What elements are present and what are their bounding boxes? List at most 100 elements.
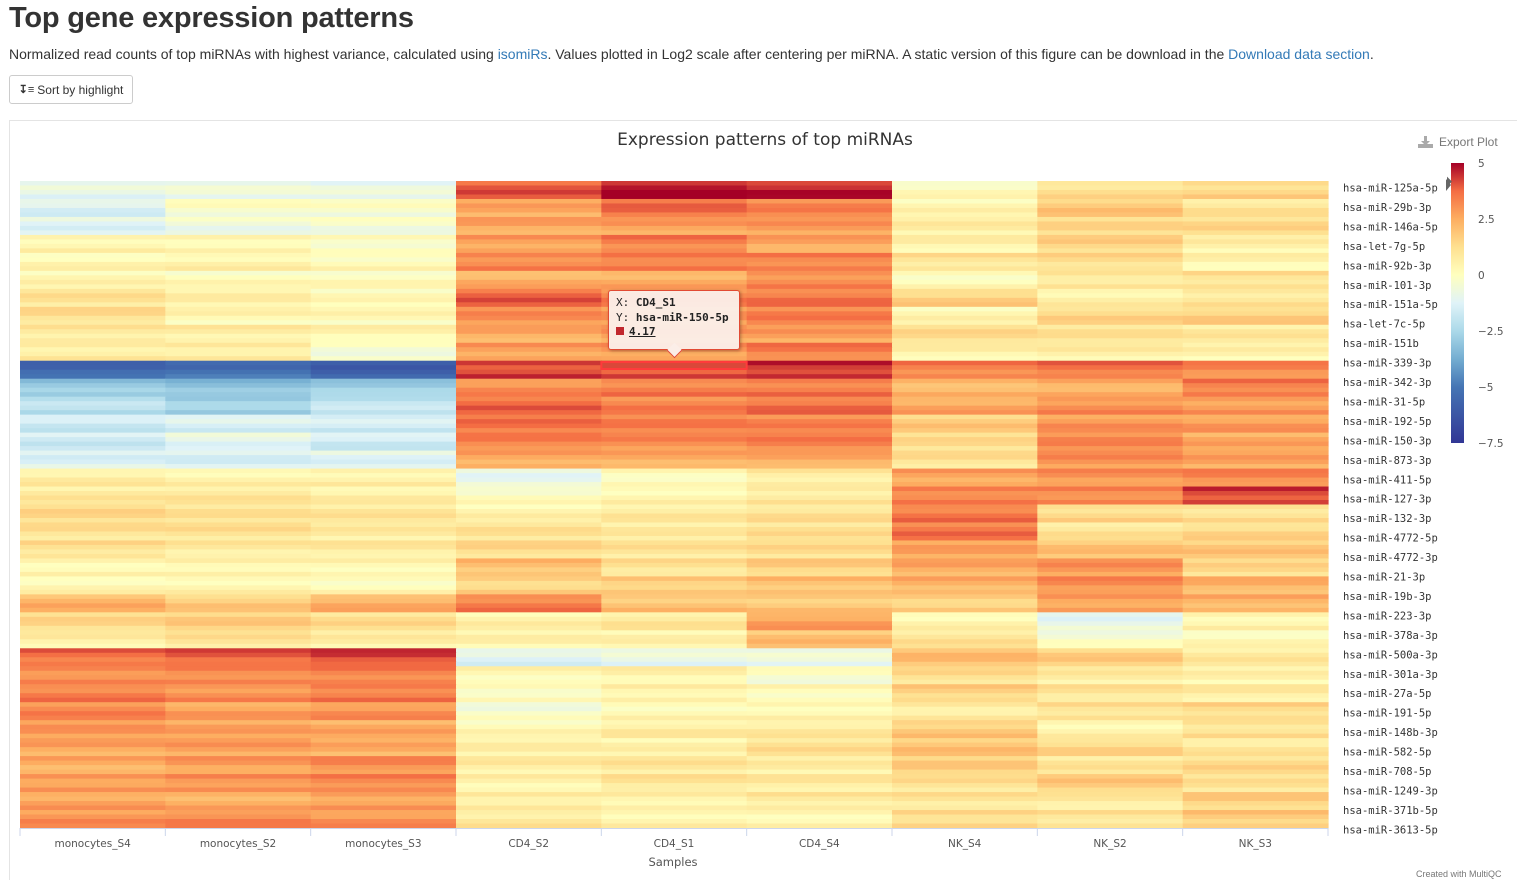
heatmap-cell[interactable] (1037, 446, 1184, 452)
heatmap-cell[interactable] (165, 720, 312, 726)
heatmap-cell[interactable] (165, 513, 312, 519)
heatmap-cell[interactable] (456, 302, 602, 308)
heatmap-cell[interactable] (20, 517, 166, 524)
heatmap-cell[interactable] (310, 783, 457, 789)
heatmap-cell[interactable] (746, 594, 893, 600)
heatmap-cell[interactable] (746, 778, 893, 784)
heatmap-cell[interactable] (310, 625, 457, 631)
heatmap-cell[interactable] (20, 356, 166, 362)
heatmap-cell[interactable] (746, 225, 893, 232)
heatmap-cell[interactable] (746, 603, 893, 609)
heatmap-cell[interactable] (456, 535, 602, 542)
heatmap-cell[interactable] (746, 679, 893, 685)
heatmap-cell[interactable] (1182, 508, 1329, 515)
heatmap-cell[interactable] (310, 607, 457, 613)
heatmap-cell[interactable] (601, 216, 748, 223)
heatmap-cell[interactable] (456, 248, 602, 254)
heatmap-cell[interactable] (892, 603, 1038, 609)
heatmap-cell[interactable] (1182, 432, 1329, 438)
heatmap-cell[interactable] (310, 248, 457, 254)
heatmap-cell[interactable] (456, 517, 602, 524)
heatmap-cell[interactable] (310, 688, 457, 694)
heatmap-cell[interactable] (1182, 580, 1329, 586)
heatmap-cell[interactable] (746, 234, 893, 241)
heatmap-cell[interactable] (746, 302, 893, 308)
heatmap-cell[interactable] (746, 553, 893, 560)
heatmap-cell[interactable] (892, 441, 1038, 447)
heatmap-cell[interactable] (601, 652, 748, 658)
heatmap-cell[interactable] (1182, 288, 1329, 294)
heatmap-cell[interactable] (1037, 675, 1184, 681)
heatmap-cell[interactable] (165, 279, 312, 285)
heatmap-cell[interactable] (456, 702, 602, 708)
heatmap-cell[interactable] (20, 679, 166, 685)
heatmap-cell[interactable] (20, 212, 166, 218)
heatmap-cell[interactable] (456, 513, 602, 519)
heatmap-cell[interactable] (165, 243, 312, 249)
heatmap-cell[interactable] (20, 585, 166, 591)
heatmap-cell[interactable] (310, 194, 457, 200)
heatmap-cell[interactable] (165, 585, 312, 591)
heatmap-cell[interactable] (892, 621, 1038, 627)
heatmap-cell[interactable] (20, 684, 166, 690)
heatmap-cell[interactable] (1037, 261, 1184, 267)
heatmap-cell[interactable] (601, 616, 748, 622)
heatmap-cell[interactable] (601, 580, 748, 586)
heatmap-cell[interactable] (892, 302, 1038, 308)
heatmap-cell[interactable] (310, 297, 457, 303)
heatmap-cell[interactable] (892, 234, 1038, 241)
heatmap-cell[interactable] (456, 486, 602, 492)
heatmap-cell[interactable] (310, 288, 457, 294)
heatmap-cell[interactable] (892, 796, 1038, 802)
heatmap-cell[interactable] (746, 697, 893, 703)
heatmap-cell[interactable] (892, 297, 1038, 303)
heatmap-cell[interactable] (1182, 441, 1329, 447)
heatmap-cell[interactable] (165, 284, 312, 290)
heatmap-cell[interactable] (1182, 738, 1329, 744)
heatmap-cell[interactable] (456, 765, 602, 771)
heatmap-cell[interactable] (1182, 356, 1329, 362)
heatmap-cell[interactable] (456, 571, 602, 577)
heatmap-cell[interactable] (456, 198, 602, 205)
heatmap-cell[interactable] (1037, 531, 1184, 537)
heatmap-cell[interactable] (601, 693, 748, 699)
heatmap-cell[interactable] (165, 805, 312, 811)
heatmap-cell[interactable] (310, 504, 457, 510)
heatmap-cell[interactable] (165, 684, 312, 690)
heatmap-cell[interactable] (1182, 338, 1329, 344)
heatmap-cell[interactable] (1182, 517, 1329, 524)
heatmap-cell[interactable] (165, 306, 312, 312)
heatmap-cell[interactable] (746, 468, 893, 474)
heatmap-cell[interactable] (165, 774, 312, 780)
heatmap-cell[interactable] (165, 396, 312, 402)
heatmap-cell[interactable] (456, 203, 602, 209)
heatmap-cell[interactable] (1182, 320, 1329, 326)
heatmap-cell[interactable] (20, 594, 166, 600)
download-data-link[interactable]: Download data section (1228, 46, 1370, 62)
heatmap-cell[interactable] (20, 810, 166, 816)
heatmap-cell[interactable] (165, 225, 312, 232)
heatmap-cell[interactable] (165, 302, 312, 308)
heatmap-cell[interactable] (1037, 522, 1184, 528)
heatmap-cell[interactable] (310, 374, 457, 380)
heatmap-cell[interactable] (1182, 414, 1329, 420)
heatmap-cell[interactable] (601, 230, 748, 236)
heatmap-cell[interactable] (892, 729, 1038, 735)
heatmap-cell[interactable] (165, 742, 312, 748)
heatmap-cell[interactable] (165, 401, 312, 407)
heatmap-cell[interactable] (310, 185, 457, 191)
heatmap-cell[interactable] (601, 558, 748, 564)
heatmap-cell[interactable] (165, 338, 312, 344)
heatmap-cell[interactable] (165, 437, 312, 443)
heatmap-cell[interactable] (165, 374, 312, 380)
heatmap-cell[interactable] (892, 401, 1038, 407)
heatmap-cell[interactable] (1037, 670, 1184, 676)
heatmap-cell[interactable] (892, 194, 1038, 200)
heatmap-cell[interactable] (165, 670, 312, 676)
heatmap-cell[interactable] (1037, 464, 1184, 470)
heatmap-cell[interactable] (20, 194, 166, 200)
heatmap-cell[interactable] (456, 293, 602, 299)
heatmap-cell[interactable] (165, 675, 312, 681)
heatmap-cell[interactable] (601, 428, 748, 434)
heatmap-cell[interactable] (456, 266, 602, 272)
